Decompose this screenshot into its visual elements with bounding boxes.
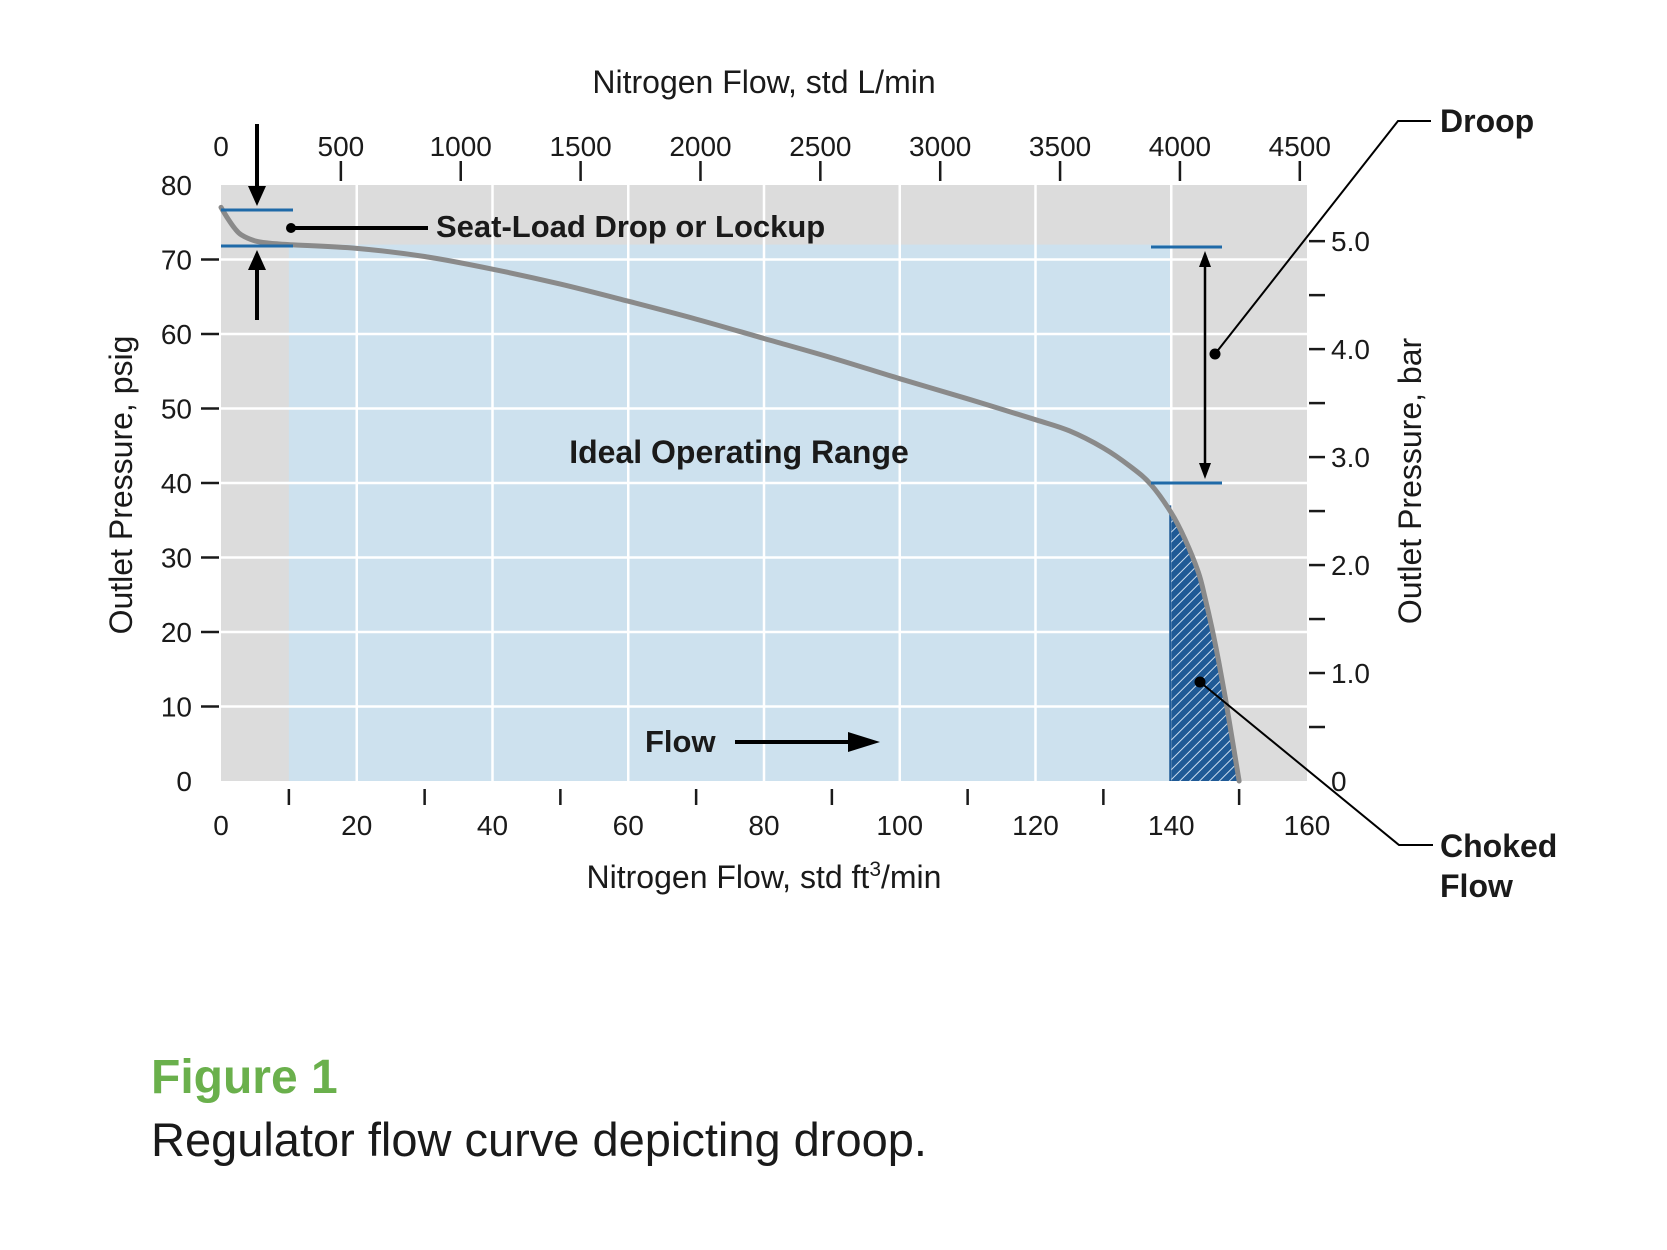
right-tick-label: 4.0 (1331, 334, 1370, 365)
top-tick-label: 4000 (1149, 131, 1211, 162)
top-tick-label: 2000 (669, 131, 731, 162)
top-tick-label: 4500 (1269, 131, 1331, 162)
droop-label: Droop (1440, 103, 1534, 139)
y-tick-label: 40 (161, 468, 192, 499)
y-tick-label: 50 (161, 394, 192, 425)
flow-curve-chart: 0204060801001201401600500100015002000250… (0, 0, 1667, 1000)
top-tick-label: 1000 (430, 131, 492, 162)
y-tick-label: 20 (161, 617, 192, 648)
right-axis-title: Outlet Pressure, bar (1392, 337, 1428, 624)
choked-flow-label-line1: Choked (1440, 828, 1557, 864)
figure-caption: Regulator flow curve depicting droop. (151, 1112, 927, 1167)
ideal-operating-region (289, 245, 1171, 781)
x-tick-label: 140 (1148, 810, 1195, 841)
top-axis-title: Nitrogen Flow, std L/min (592, 64, 935, 100)
right-tick-label: 5.0 (1331, 226, 1370, 257)
x-tick-label: 60 (613, 810, 644, 841)
top-tick-label: 1500 (549, 131, 611, 162)
x-tick-label: 120 (1012, 810, 1059, 841)
ideal-range-label: Ideal Operating Range (569, 434, 909, 470)
y-tick-label: 80 (161, 170, 192, 201)
figure-label: Figure 1 (151, 1050, 338, 1105)
left-axis-title: Outlet Pressure, psig (103, 336, 139, 635)
top-tick-label: 500 (318, 131, 365, 162)
y-tick-label: 30 (161, 543, 192, 574)
seat-load-label: Seat-Load Drop or Lockup (436, 209, 825, 244)
choked-flow-label-line2: Flow (1440, 868, 1513, 904)
flow-label: Flow (645, 724, 716, 759)
x-tick-label: 100 (876, 810, 923, 841)
x-tick-label: 20 (341, 810, 372, 841)
right-tick-label: 3.0 (1331, 442, 1370, 473)
top-tick-label: 2500 (789, 131, 851, 162)
y-tick-label: 10 (161, 692, 192, 723)
right-tick-label: 1.0 (1331, 658, 1370, 689)
right-tick-label: 2.0 (1331, 550, 1370, 581)
y-tick-label: 60 (161, 319, 192, 350)
x-tick-label: 40 (477, 810, 508, 841)
bottom-axis-title: Nitrogen Flow, std ft3/min (587, 858, 942, 895)
x-tick-label: 160 (1284, 810, 1331, 841)
y-tick-label: 0 (176, 766, 192, 797)
x-tick-label: 80 (748, 810, 779, 841)
x-tick-label: 0 (213, 810, 229, 841)
y-tick-label: 70 (161, 245, 192, 276)
top-tick-label: 3500 (1029, 131, 1091, 162)
top-tick-label: 0 (213, 131, 229, 162)
top-tick-label: 3000 (909, 131, 971, 162)
